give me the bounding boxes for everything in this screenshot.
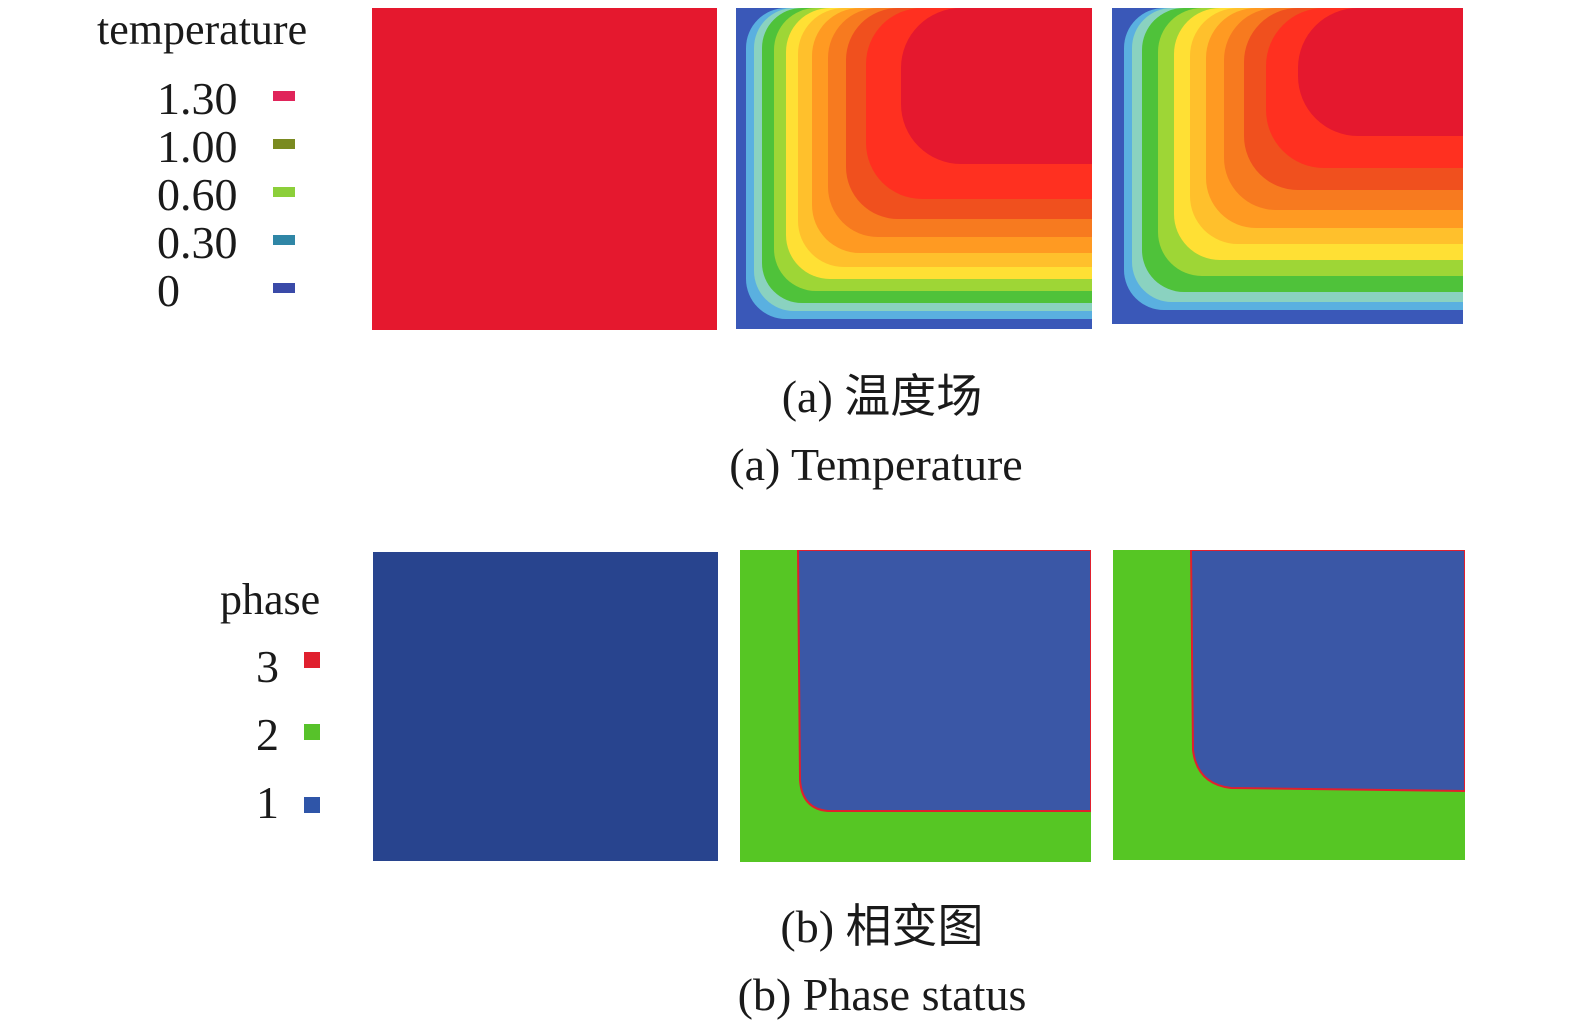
phase-panel-1 [373,552,718,861]
temperature-legend-label: 0.30 [157,217,238,268]
phase-legend-title: phase [220,575,321,624]
phase-panel-2 [740,550,1091,862]
temperature-contour-3 [1112,8,1463,324]
phase-panel-3 [1113,550,1465,860]
temperature-legend-swatch [273,91,295,101]
phase-legend-swatch [304,724,320,740]
temperature-panel-2 [736,8,1092,329]
temperature-panel-3 [1112,8,1463,324]
temperature-legend-swatch [273,187,295,197]
temperature-legend-swatch [273,139,295,149]
temperature-legend-label: 1.00 [157,121,238,172]
phase-legend-label: 1 [256,777,279,828]
temperature-legend-swatch [273,283,295,293]
caption-b-chinese: (b) 相变图 [780,901,984,952]
caption-a-chinese: (a) 温度场 [781,371,983,422]
phase-map-2 [740,550,1091,862]
phase-map-3 [1113,550,1465,860]
temperature-legend-label: 1.30 [157,73,238,124]
caption-a-english: (a) Temperature [729,439,1023,490]
phase-legend-label: 2 [256,709,279,760]
temperature-contour-2 [736,8,1092,329]
phase-legend-swatch [304,652,320,668]
temperature-legend-title: temperature [97,5,308,54]
caption-b-english: (b) Phase status [737,969,1027,1020]
phase-legend-swatch [304,797,320,813]
temperature-legend-label: 0 [157,265,180,316]
temperature-legend-swatch [273,235,295,245]
temperature-panel-1 [372,8,717,330]
phase-legend-label: 3 [256,641,279,692]
temperature-legend-label: 0.60 [157,169,238,220]
